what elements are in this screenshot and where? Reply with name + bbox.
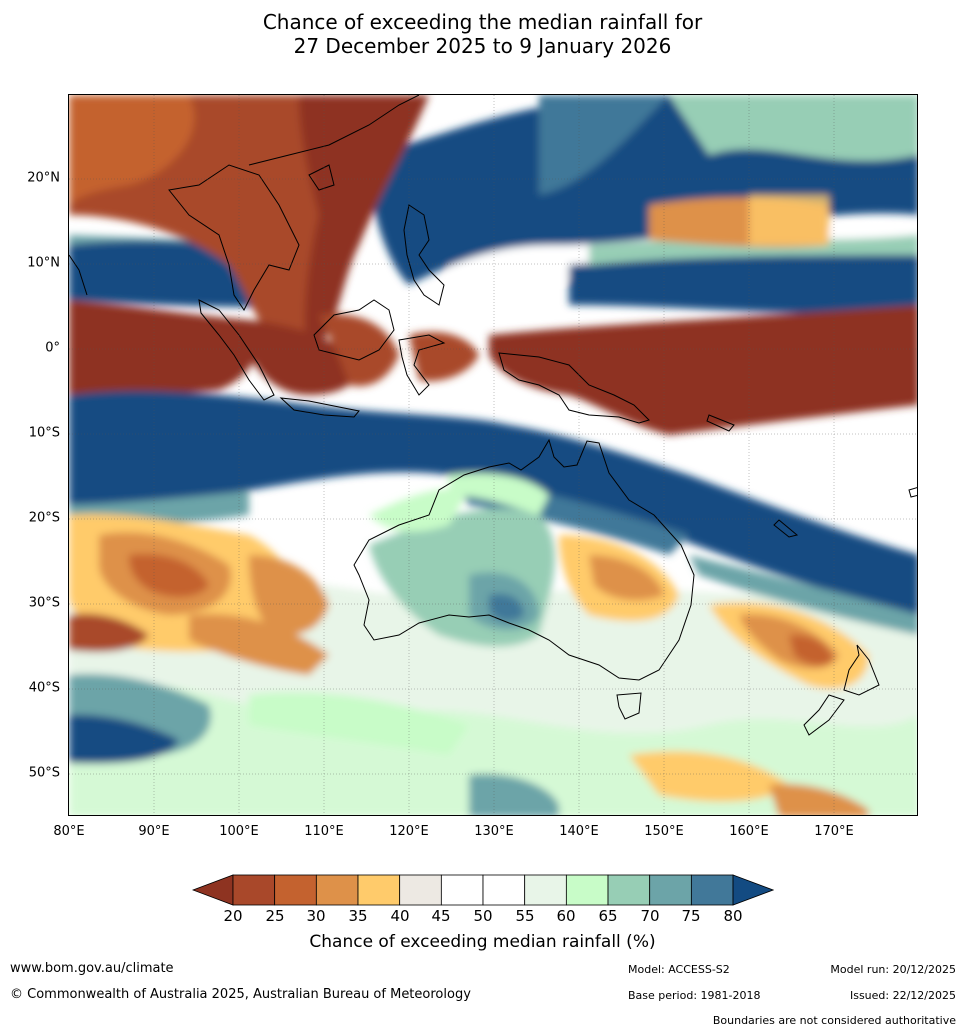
lon-label-90e: 90°E [138, 824, 170, 839]
model-name: Model: ACCESS-S2 [628, 963, 730, 976]
website-link[interactable]: www.bom.gov.au/climate [10, 961, 174, 976]
colorbar-cell [649, 874, 692, 906]
colorbar-tick-25: 25 [265, 907, 285, 925]
map-canvas [69, 95, 917, 815]
colorbar-tick-30: 30 [306, 907, 326, 925]
colorbar-label: Chance of exceeding median rainfall (%) [309, 932, 656, 952]
colorbar-tick-20: 20 [223, 907, 243, 925]
title-line-1: Chance of exceeding the median rainfall … [262, 10, 703, 34]
lat-label-0: 0° [45, 340, 60, 356]
lon-label-130e: 130°E [474, 824, 514, 839]
issued-date: Issued: 22/12/2025 [849, 989, 956, 1002]
colorbar-tick-55: 55 [515, 907, 535, 925]
lon-label-160e: 160°E [729, 824, 769, 839]
colorbar-cell [524, 874, 567, 906]
colorbar-tick-65: 65 [598, 907, 618, 925]
base-period: Base period: 1981-2018 [628, 989, 761, 1002]
graticule [69, 95, 917, 815]
copyright-text: © Commonwealth of Australia 2025, Austra… [10, 987, 471, 1002]
lon-label-120e: 120°E [389, 824, 429, 839]
lon-label-140e: 140°E [559, 824, 599, 839]
lat-label-10n: 10°N [27, 255, 60, 271]
colorbar-cell [399, 874, 442, 906]
boundary-disclaimer: Boundaries are not considered authoritat… [712, 1014, 956, 1027]
colorbar-tick-35: 35 [348, 907, 368, 925]
colorbar-cell [690, 874, 734, 906]
lat-label-50s: 50°S [28, 765, 60, 781]
lat-label-40s: 40°S [28, 680, 60, 696]
colorbar-tick-45: 45 [431, 907, 451, 925]
lon-label-110e: 110°E [304, 824, 344, 839]
lat-label-20s: 20°S [28, 510, 60, 526]
colorbar-tick-40: 40 [390, 907, 410, 925]
colorbar-cell [565, 874, 609, 906]
colorbar-tick-70: 70 [640, 907, 660, 925]
colorbar-cell [482, 874, 526, 906]
rainfall-probability-field [69, 95, 917, 815]
colorbar-cell [274, 874, 317, 906]
lon-label-80e: 80°E [53, 824, 85, 839]
colorbar-tick-75: 75 [681, 907, 701, 925]
lon-label-100e: 100°E [219, 824, 259, 839]
colorbar-tick-60: 60 [556, 907, 576, 925]
lat-label-10s: 10°S [28, 425, 60, 441]
colorbar-extend-high [732, 874, 774, 906]
lon-label-170e: 170°E [814, 824, 854, 839]
colorbar-cell [315, 874, 359, 906]
colorbar-cell [232, 874, 276, 906]
lon-label-150e: 150°E [644, 824, 684, 839]
colorbar-tick-50: 50 [473, 907, 493, 925]
colorbar-cell [440, 874, 484, 906]
map-title: Chance of exceeding the median rainfall … [0, 10, 965, 58]
lat-label-20n: 20°N [27, 170, 60, 186]
model-run-date: Model run: 20/12/2025 [830, 963, 956, 976]
colorbar [192, 874, 774, 906]
lat-label-30s: 30°S [28, 595, 60, 611]
colorbar-cell [357, 874, 401, 906]
rainfall-map [68, 94, 918, 816]
title-line-2: 27 December 2025 to 9 January 2026 [293, 34, 672, 58]
colorbar-cell [607, 874, 651, 906]
colorbar-extend-low [192, 874, 234, 906]
colorbar-tick-80: 80 [723, 907, 743, 925]
